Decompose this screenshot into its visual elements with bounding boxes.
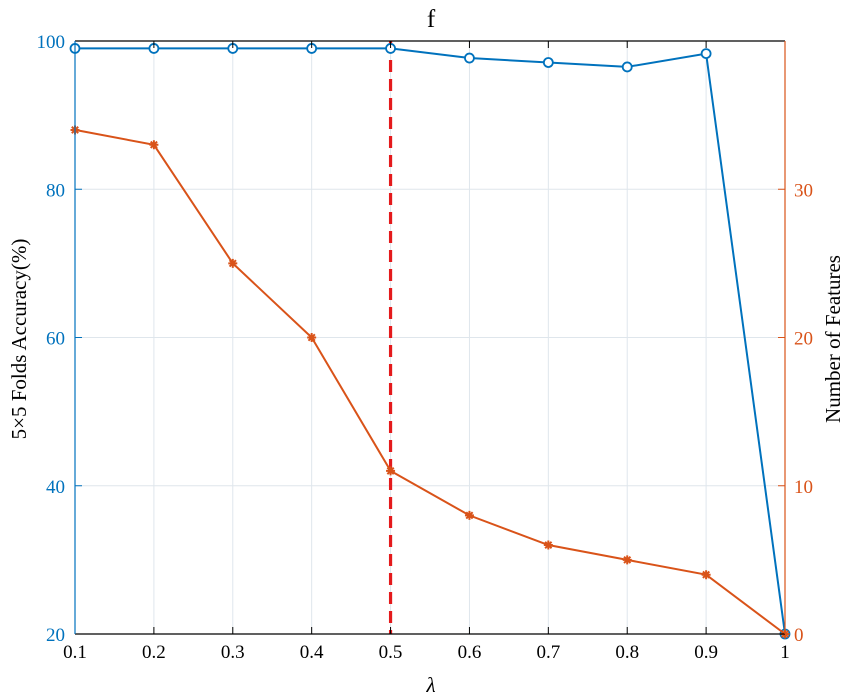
right-y-tick-label: 20 — [794, 329, 813, 350]
tick-labels: 0.1 0.2 0.3 0.4 0.5 0.6 0.7 0.8 0.9 1 20 40 60 80 100 0… — [37, 32, 814, 663]
x-tick-label: 0.5 — [379, 642, 403, 663]
left-y-tick-label: 20 — [46, 625, 65, 646]
feature-count-point — [464, 510, 474, 520]
axes — [74, 40, 786, 635]
x-tick-label: 0.6 — [458, 642, 482, 663]
x-axis-title: λ — [425, 673, 435, 697]
star-marker-icon — [464, 510, 474, 520]
star-marker-icon — [701, 570, 711, 580]
accuracy-point — [700, 48, 712, 60]
star-marker-icon — [622, 555, 632, 565]
feature-count-point — [622, 555, 632, 565]
x-tick-label: 0.3 — [221, 642, 245, 663]
left-y-tick-label: 100 — [37, 32, 66, 53]
feature-count-point — [543, 540, 553, 550]
right-y-tick-label: 0 — [794, 625, 804, 646]
left-y-tick-label: 80 — [46, 180, 65, 201]
right-y-tick-label: 30 — [794, 180, 813, 201]
left-series-line — [75, 47, 786, 635]
x-tick-label: 0.1 — [63, 642, 87, 663]
left-y-axis-title: 5×5 Folds Accuracy(%) — [7, 239, 31, 440]
feature-count-point — [307, 333, 317, 342]
x-tick-label: 0.8 — [615, 642, 639, 663]
star-marker-icon — [543, 540, 553, 550]
series-group — [69, 43, 791, 640]
feature-count-point — [701, 570, 711, 580]
x-tick-label: 1 — [780, 642, 790, 663]
left-y-tick-label: 60 — [46, 329, 65, 350]
accuracy-point — [621, 61, 633, 73]
x-tick-label: 0.2 — [142, 642, 166, 663]
accuracy-point — [542, 57, 554, 68]
x-tick-label: 0.9 — [694, 642, 718, 663]
star-marker-icon — [149, 140, 159, 150]
star-marker-icon — [228, 258, 238, 268]
star-marker-icon — [386, 466, 396, 476]
x-tick-label: 0.4 — [300, 642, 324, 663]
left-y-tick-label: 40 — [46, 477, 65, 498]
feature-count-point — [228, 258, 238, 268]
right-y-axis-title: Number of Features — [821, 255, 845, 423]
chart-title: f — [427, 6, 436, 33]
grid — [74, 40, 786, 635]
right-series-line — [74, 128, 786, 635]
feature-count-point — [386, 466, 396, 476]
feature-count-point — [149, 140, 159, 150]
right-y-tick-label: 10 — [794, 477, 813, 498]
x-tick-label: 0.7 — [536, 642, 560, 663]
accuracy-point — [464, 52, 475, 64]
star-marker-icon — [307, 333, 317, 342]
